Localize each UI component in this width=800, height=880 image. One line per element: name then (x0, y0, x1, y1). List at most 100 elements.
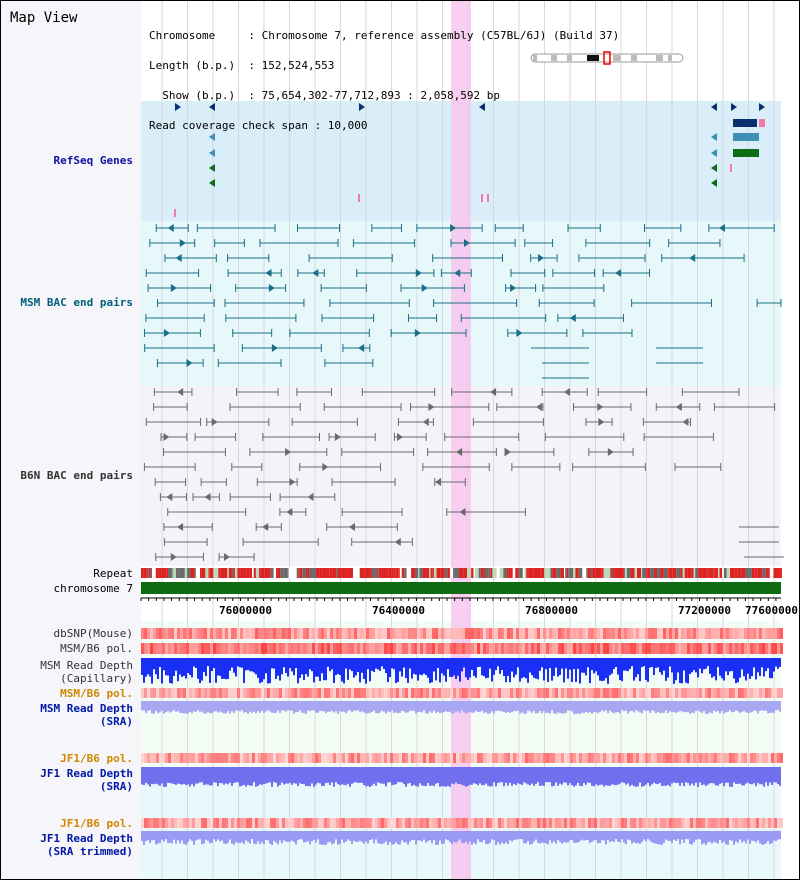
polymorphism-cell (183, 643, 186, 654)
polymorphism-cell (708, 643, 711, 654)
track-label-jf1-b6-pol-1[interactable]: JF1/B6 pol. (60, 752, 133, 765)
read-depth-bar (279, 767, 281, 785)
read-depth-bar (553, 831, 555, 842)
read-depth-bar (625, 658, 627, 671)
read-depth-bar (355, 658, 357, 676)
track-label-b6n-bac[interactable]: B6N BAC end pairs (20, 469, 133, 482)
read-depth-bar (151, 831, 153, 841)
repeat-segment (617, 568, 622, 578)
track-label-dbsnp[interactable]: dbSNP(Mouse) (53, 627, 133, 640)
read-depth-bar (233, 658, 235, 673)
polymorphism-cell (777, 818, 780, 828)
track-label-jf1-depth-sra-trimmed[interactable]: JF1 Read Depth (SRA trimmed) (40, 832, 133, 858)
repeat-segment (194, 568, 196, 578)
strand-arrow-icon (209, 179, 215, 187)
repeat-segment (547, 568, 551, 578)
read-depth-bar (593, 658, 595, 674)
refseq-gene (759, 119, 765, 127)
polymorphism-cell (450, 643, 453, 654)
read-depth-bar (381, 701, 383, 711)
read-depth-bar (701, 701, 703, 713)
track-label-msm-depth-sra[interactable]: MSM Read Depth (SRA) (40, 702, 133, 728)
polymorphism-cell (345, 753, 348, 763)
read-depth-bar (701, 658, 703, 674)
read-depth-bar (627, 658, 629, 672)
read-depth-bar (319, 701, 321, 711)
track-label-refseq-genes[interactable]: RefSeq Genes (53, 154, 133, 167)
read-depth-bar (299, 831, 301, 840)
repeat-segment (381, 568, 384, 578)
read-depth-bar (231, 658, 233, 668)
track-label-repeat[interactable]: Repeat (93, 567, 133, 580)
read-depth-bar (733, 658, 735, 679)
read-depth-bar (727, 701, 729, 712)
read-depth-bar (709, 701, 711, 713)
read-depth-bar (433, 767, 435, 787)
polymorphism-cell (429, 688, 432, 698)
repeat-segment (322, 568, 327, 578)
read-depth-bar (541, 767, 543, 786)
repeat-segment (371, 568, 376, 578)
read-depth-bar (491, 658, 493, 682)
polymorphism-cell (372, 688, 375, 698)
polymorphism-cell (612, 753, 615, 763)
repeat-segment (165, 568, 167, 578)
read-depth-bar (545, 767, 547, 783)
polymorphism-cell (684, 643, 687, 654)
polymorphism-cell (282, 753, 285, 763)
polymorphism-cell (309, 628, 312, 639)
read-depth-bar (527, 658, 529, 683)
polymorphism-cell (720, 818, 723, 828)
track-label-msm-depth-capillary[interactable]: MSM Read Depth (Capillary) (40, 659, 133, 685)
track-label-msm-b6-pol-1[interactable]: MSM/B6 pol. (60, 642, 133, 655)
repeat-segment (540, 568, 545, 578)
polymorphism-cell (177, 818, 180, 828)
read-depth-bar (641, 767, 643, 787)
read-depth-bar (665, 831, 667, 840)
polymorphism-cell (612, 818, 615, 828)
repeat-segment (205, 568, 209, 578)
polymorphism-cell (372, 753, 375, 763)
repeat-segment (578, 568, 583, 578)
polymorphism-cell (282, 818, 285, 828)
read-depth-bar (481, 701, 483, 711)
polymorphism-cell (360, 753, 363, 763)
polymorphism-cell (651, 628, 654, 639)
repeat-segment (259, 568, 261, 578)
read-depth-bar (449, 767, 451, 787)
read-depth-bar (455, 658, 457, 679)
polymorphism-cell (351, 628, 354, 639)
polymorphism-cell (372, 818, 375, 828)
polymorphism-cell (684, 753, 687, 763)
track-label-chromosome[interactable]: chromosome 7 (53, 582, 133, 595)
repeat-segment (329, 568, 333, 578)
read-depth-bar (521, 701, 523, 713)
read-depth-bar (637, 831, 639, 844)
polymorphism-cell (633, 688, 636, 698)
track-label-msm-b6-pol-2[interactable]: MSM/B6 pol. (60, 687, 133, 700)
track-label-msm-bac[interactable]: MSM BAC end pairs (20, 296, 133, 309)
polymorphism-cell (303, 753, 306, 763)
read-depth-bar (347, 701, 349, 712)
track-label-jf1-b6-pol-2[interactable]: JF1/B6 pol. (60, 817, 133, 830)
polymorphism-cell (387, 753, 390, 763)
read-depth-bar (587, 767, 589, 783)
repeat-segment (436, 568, 441, 578)
repeat-segment (503, 568, 507, 578)
repeat-segment (717, 568, 720, 578)
read-depth-bar (261, 767, 263, 785)
polymorphism-cell (669, 628, 672, 639)
track-label-jf1-depth-sra[interactable]: JF1 Read Depth (SRA) (40, 767, 133, 793)
polymorphism-cell (366, 818, 369, 828)
polymorphism-cell (744, 753, 747, 763)
read-depth-bar (639, 767, 641, 783)
read-depth-bar (721, 701, 723, 712)
polymorphism-cell (156, 688, 159, 698)
polymorphism-cell (243, 643, 246, 654)
polymorphism-cell (492, 628, 495, 639)
read-depth-bar (591, 658, 593, 671)
repeat-segment (411, 568, 416, 578)
read-depth-bar (243, 767, 245, 785)
polymorphism-cell (264, 643, 267, 654)
